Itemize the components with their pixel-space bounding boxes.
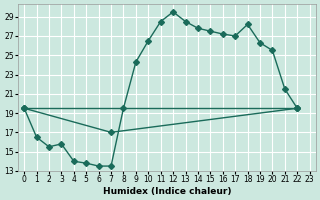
X-axis label: Humidex (Indice chaleur): Humidex (Indice chaleur)	[103, 187, 231, 196]
